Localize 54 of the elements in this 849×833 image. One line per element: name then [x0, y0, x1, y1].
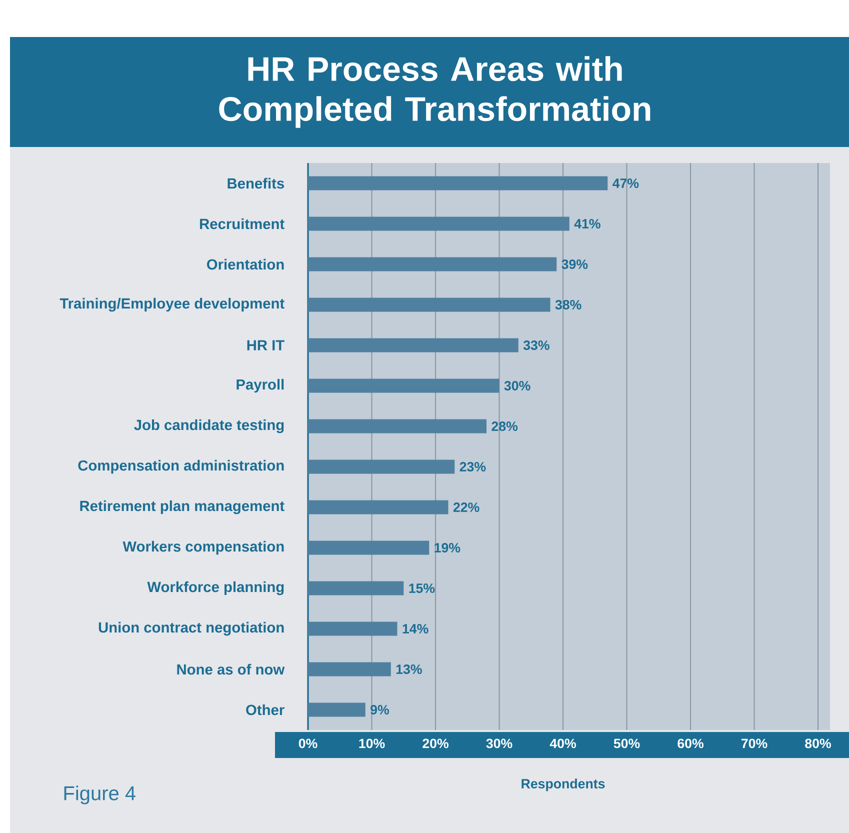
- y-tick-label: Workforce planning: [147, 581, 284, 596]
- bar: [308, 622, 398, 636]
- data-label: 41%: [574, 219, 600, 228]
- x-tick-label: 60%: [678, 738, 704, 748]
- y-tick-label: None as of now: [177, 664, 285, 675]
- bar: [308, 702, 366, 717]
- y-tick-label: Orientation: [207, 258, 284, 270]
- y-tick-label: Other: [246, 704, 284, 716]
- bar: [308, 378, 500, 393]
- y-tick-label: HR IT: [247, 340, 284, 350]
- data-label: 38%: [555, 300, 582, 310]
- y-tick-label: Training/Employee development: [60, 298, 284, 312]
- bar: [308, 176, 608, 190]
- chart-title: HR Process Areas with Completed Transformation: [219, 56, 650, 128]
- data-label: 13%: [396, 664, 422, 674]
- x-tick-label: 40%: [550, 738, 576, 748]
- data-label: 28%: [492, 422, 518, 431]
- x-axis-title: Respondents: [522, 778, 605, 792]
- bar: [308, 540, 430, 555]
- y-tick-label: Recruitment: [200, 218, 284, 230]
- bar: [308, 500, 448, 514]
- y-tick-label: Union contract negotiation: [98, 622, 284, 636]
- x-tick-label: 50%: [614, 738, 640, 748]
- x-tick-label: 30%: [486, 738, 512, 748]
- x-tick-label: 0%: [298, 738, 318, 748]
- data-label: 19%: [434, 543, 460, 552]
- bar: [308, 662, 391, 676]
- bar: [308, 216, 570, 231]
- x-tick-label: 80%: [805, 738, 831, 748]
- data-label: 23%: [460, 462, 486, 472]
- y-tick-label: Workers compensation: [122, 540, 284, 555]
- x-tick-label: 10%: [359, 738, 385, 748]
- y-tick-label: Retirement plan management: [80, 500, 284, 514]
- bar: [308, 298, 550, 312]
- data-label: 33%: [523, 340, 550, 350]
- data-label: 39%: [562, 260, 588, 269]
- x-tick-label: 20%: [422, 738, 448, 748]
- y-tick-label: Compensation administration: [78, 460, 284, 474]
- bar: [308, 338, 518, 352]
- data-label: 14%: [402, 624, 428, 634]
- y-tick-label: Payroll: [236, 378, 284, 393]
- caption: Figure 4: [64, 786, 136, 804]
- data-label: 22%: [453, 502, 480, 512]
- bar: [308, 460, 455, 474]
- data-label: 30%: [504, 381, 530, 390]
- data-label: 47%: [612, 178, 639, 188]
- bar: [308, 581, 404, 596]
- y-tick-label: Job candidate testing: [134, 419, 284, 434]
- bar: [308, 257, 557, 272]
- data-label: 9%: [370, 705, 389, 714]
- y-tick-label: Benefits: [228, 178, 284, 189]
- x-tick-label: 70%: [741, 738, 768, 748]
- bar: [308, 419, 486, 434]
- data-label: 15%: [409, 584, 435, 593]
